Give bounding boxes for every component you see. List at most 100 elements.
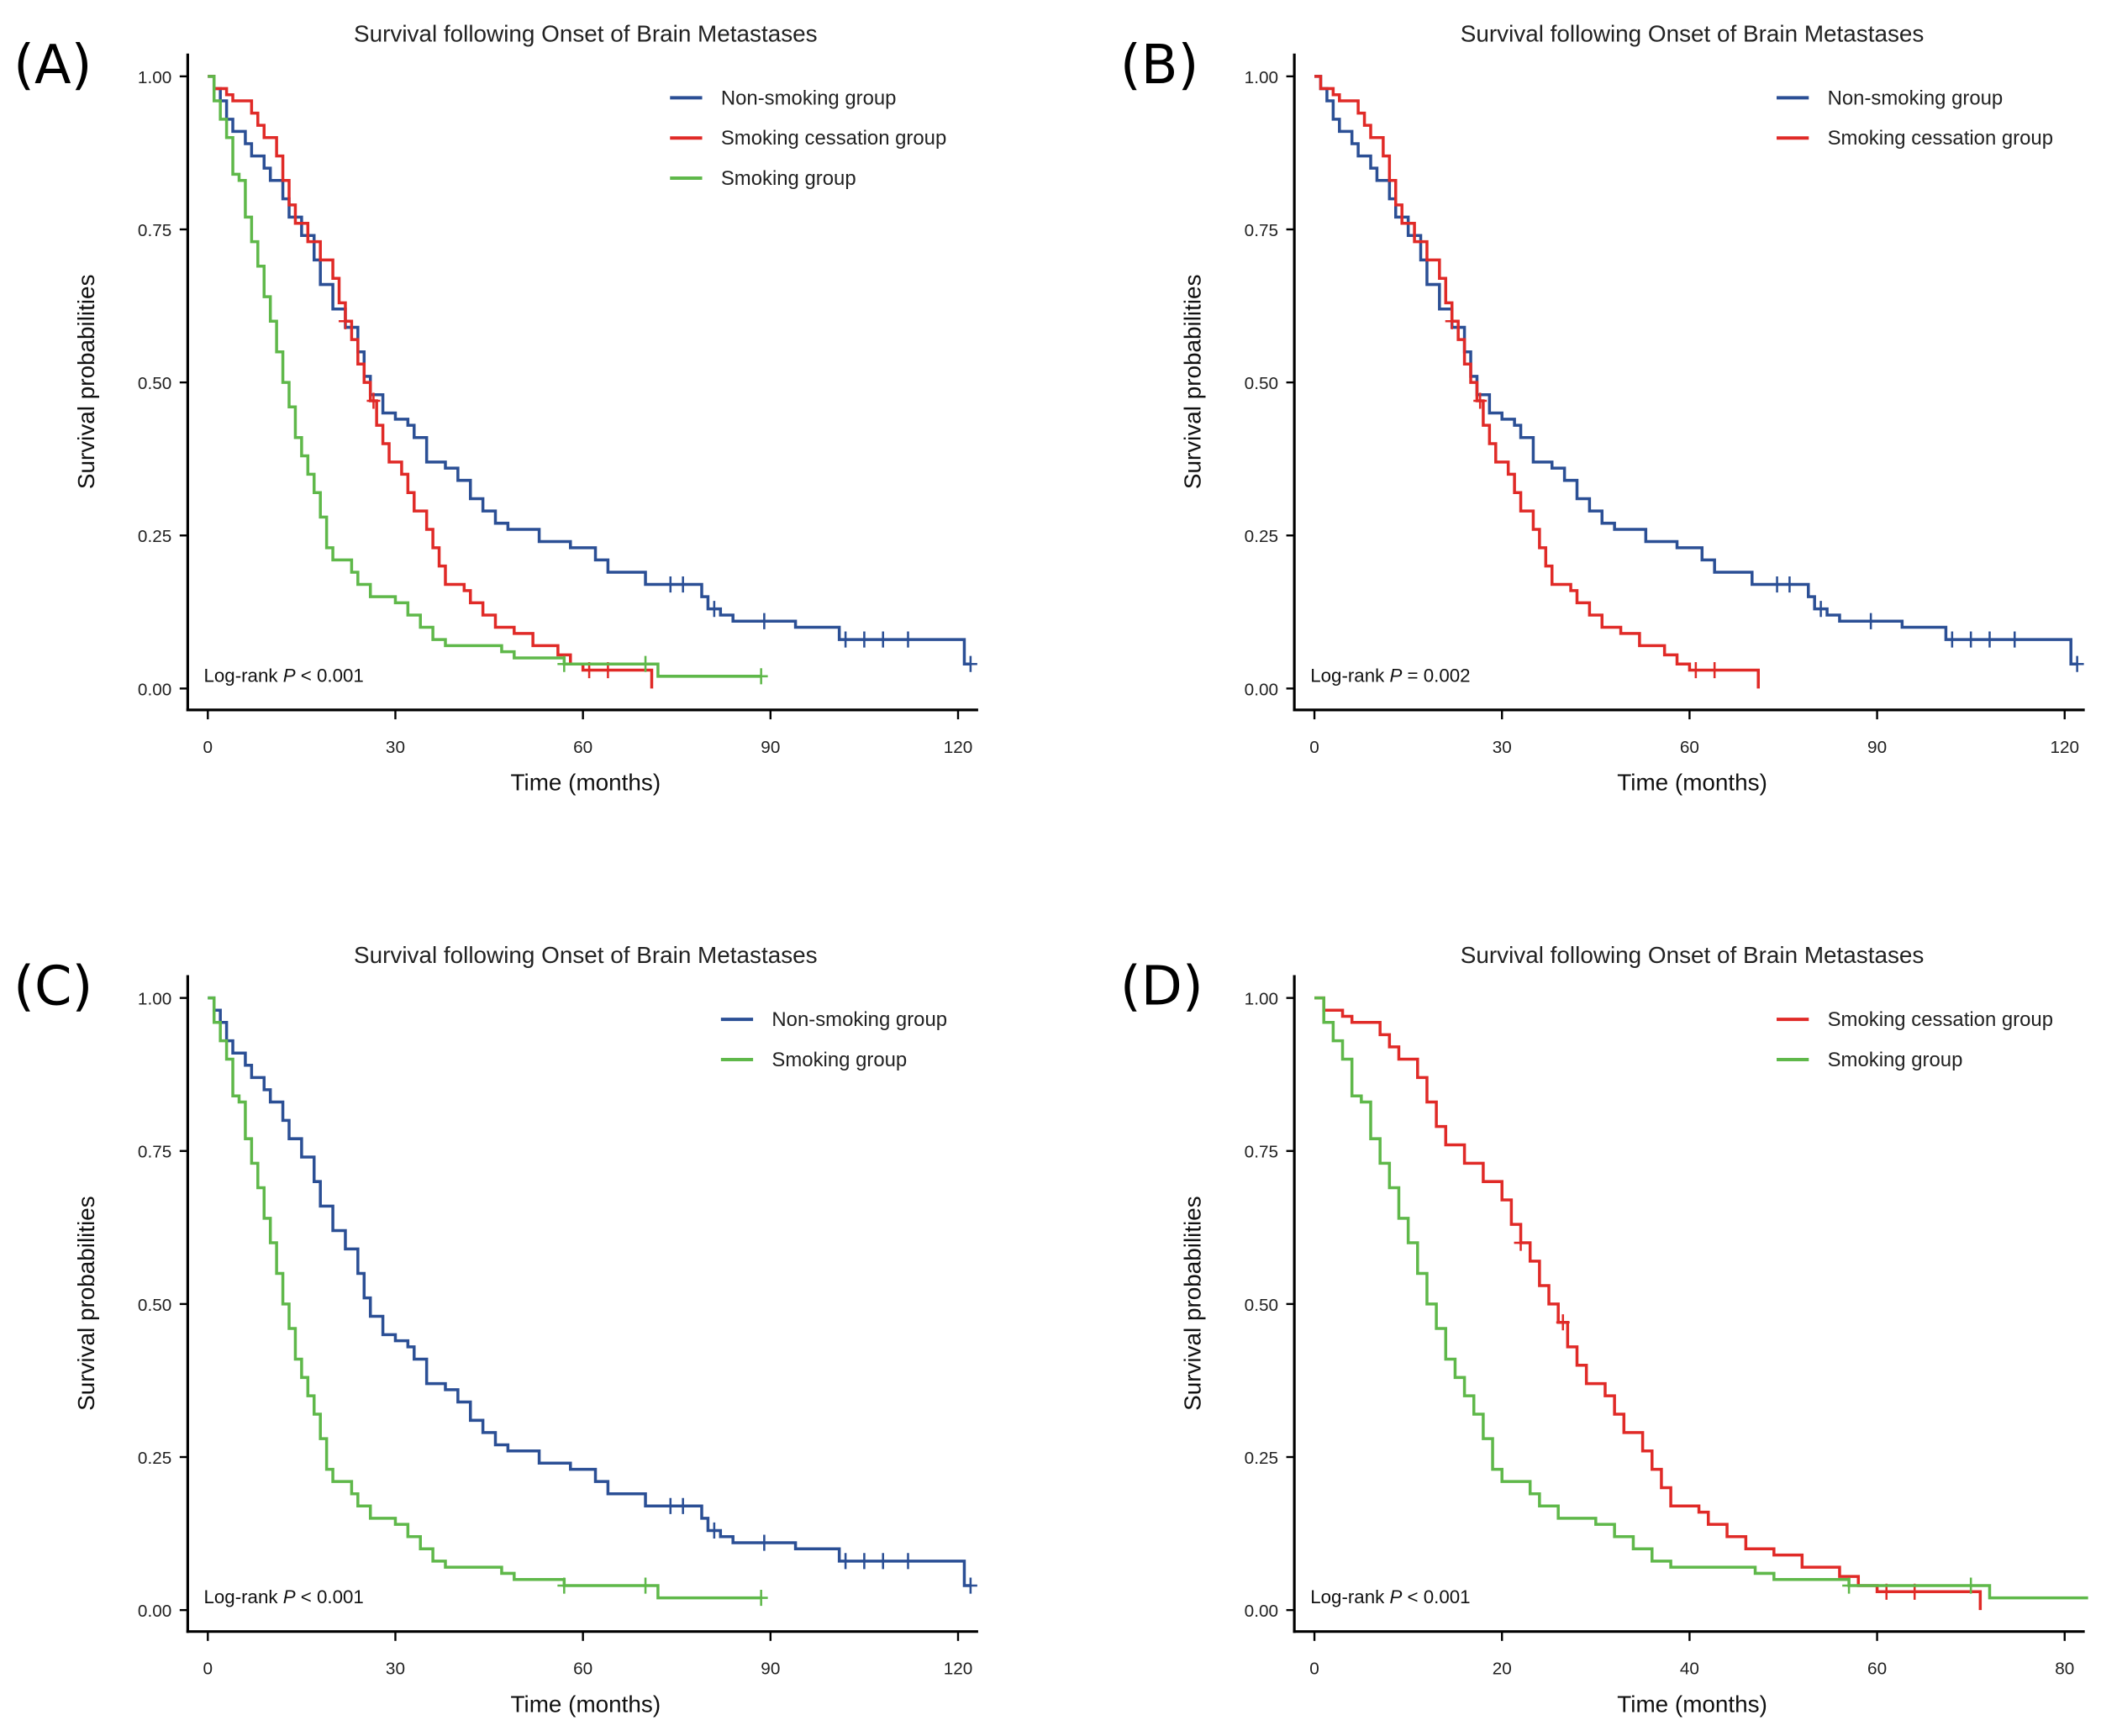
censor-mark-non [676,1497,690,1514]
censor-mark-non [901,1553,915,1570]
curve-non [208,996,971,1587]
censor-mark-cess [1473,392,1488,409]
legend-label-smk: Smoking group [721,167,856,190]
legend-label-non: Non-smoking group [1828,87,2004,109]
censor-mark-cess [366,392,381,409]
censor-mark-non [1964,631,1978,648]
y-tick-label: 1.00 [138,68,171,87]
p-value: < 0.001 [296,1586,364,1607]
y-tick-label: 0.50 [1245,1296,1278,1315]
censor-mark-non [2008,631,2022,648]
p-value: < 0.001 [296,665,364,686]
censor-mark-smk [557,655,571,672]
y-tick-label: 0.75 [1245,221,1278,240]
censor-mark-non [663,576,677,593]
censor-mark-smk [557,1577,571,1594]
p-symbol: P [283,1586,296,1607]
censor-mark-non [2070,655,2084,672]
censor-mark-non [839,1553,853,1570]
x-tick-label: 30 [386,1660,405,1679]
censor-mark-non [1782,576,1797,593]
x-tick-label: 90 [761,1660,780,1679]
x-tick-label: 120 [944,738,973,757]
censor-mark-smk [639,655,653,672]
chart-title: Survival following Onset of Brain Metast… [1461,20,1925,46]
y-axis-label: Survival probabilities [73,1196,99,1411]
censor-mark-non [876,1553,890,1570]
x-tick-label: 60 [1680,738,1699,757]
censor-mark-non [901,631,915,648]
logrank-prefix: Log-rank [204,1586,283,1607]
x-tick-label: 120 [2050,738,2079,757]
y-tick-label: 0.50 [138,374,171,393]
censor-mark-smk [754,1590,768,1607]
y-tick-label: 0.25 [138,527,171,546]
y-tick-label: 0.75 [1245,1143,1278,1162]
panel-label: (A) [13,34,92,97]
x-tick-label: 30 [386,738,405,757]
censor-mark-smk [754,668,768,685]
chart-panel-c: (C) Survival following Onset of Brain Met… [13,942,978,1717]
curve-non [208,75,971,665]
logrank-prefix: Log-rank [1310,665,1389,686]
y-tick-label: 0.75 [138,1143,171,1162]
y-axis-label: Survival probabilities [73,275,99,490]
x-tick-label: 60 [1867,1660,1887,1679]
chart-panel-d: (D) Survival following Onset of Brain Met… [1120,942,2088,1717]
censor-mark-non [707,601,721,618]
x-tick-label: 40 [1680,1660,1699,1679]
y-tick-label: 0.00 [138,1602,171,1621]
curve-non [1314,75,2077,665]
censor-mark-non [963,655,977,672]
y-tick-label: 0.25 [1245,1449,1278,1468]
logrank-prefix: Log-rank [1310,1586,1389,1607]
y-tick-label: 0.50 [1245,374,1278,393]
logrank-prefix: Log-rank [204,665,283,686]
y-tick-label: 0.25 [138,1449,171,1468]
x-tick-label: 60 [573,738,592,757]
p-symbol: P [1389,665,1402,686]
panel-label: (C) [13,956,92,1018]
y-axis-label: Survival probabilities [1180,1196,1206,1411]
censor-mark-non [839,631,853,648]
censor-mark-non [1945,631,1959,648]
x-axis-label: Time (months) [1617,770,1767,796]
censor-mark-cess [338,313,352,329]
legend-label-cess: Smoking cessation group [1828,127,2053,150]
x-tick-label: 90 [761,738,780,757]
panel-label: (D) [1120,956,1203,1018]
censor-mark-non [857,1553,871,1570]
logrank-annotation: Log-rank P < 0.001 [204,665,364,686]
y-tick-label: 0.25 [1245,527,1278,546]
y-tick-label: 0.75 [138,221,171,240]
censor-mark-smk [639,1577,653,1594]
y-axis-label: Survival probabilities [1180,275,1206,490]
x-axis-label: Time (months) [1617,1691,1767,1717]
censor-mark-non [857,631,871,648]
censor-mark-cess [1445,313,1459,329]
curve-smk [208,75,761,678]
x-tick-label: 30 [1493,738,1512,757]
censor-mark-non [1770,576,1784,593]
y-tick-label: 0.00 [138,680,171,699]
censor-mark-non [757,613,771,629]
chart-title: Survival following Onset of Brain Metast… [354,942,818,968]
curve-smk [1314,996,2088,1600]
legend-label-smk: Smoking group [771,1049,907,1071]
x-tick-label: 0 [1309,1660,1319,1679]
x-tick-label: 90 [1867,738,1887,757]
chart-panel-a: (A) Survival following Onset of Brain Met… [13,20,978,796]
panel-label: (B) [1120,34,1198,97]
censor-mark-cess [1514,1234,1528,1251]
x-tick-label: 20 [1493,1660,1512,1679]
censor-mark-cess [1556,1314,1570,1331]
censor-mark-non [757,1534,771,1551]
censor-mark-non [1983,631,1997,648]
legend-label-non: Non-smoking group [721,87,897,109]
censor-mark-cess [1708,661,1722,679]
x-tick-label: 0 [203,738,213,757]
chart-title: Survival following Onset of Brain Metast… [354,20,818,46]
y-tick-label: 1.00 [138,990,171,1009]
